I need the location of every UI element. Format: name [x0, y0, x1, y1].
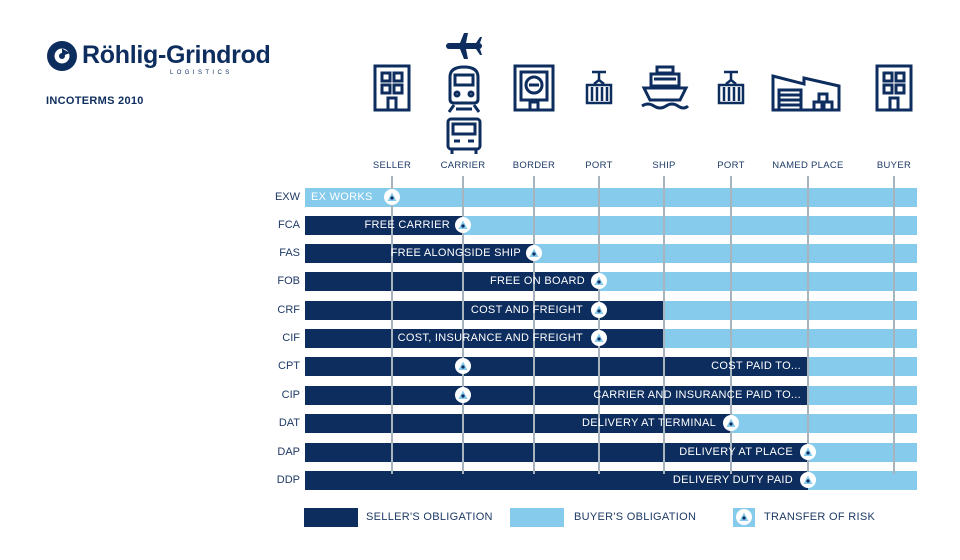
ship-icon — [641, 65, 690, 110]
location-label-seller: SELLER — [372, 160, 412, 171]
risk-marker-cif — [591, 330, 607, 346]
location-label-border: BORDER — [512, 160, 556, 171]
term-label-exw: EX WORKS — [311, 191, 373, 203]
transfer-of-risk-icon — [529, 248, 539, 257]
crane-container-icon — [717, 70, 745, 105]
row-code-cif: CIF — [282, 332, 300, 344]
seller-bar-ddp — [305, 471, 808, 490]
warehouse-icon — [771, 74, 841, 112]
term-label-cif: COST, INSURANCE AND FREIGHT — [397, 332, 583, 344]
seller-bar-cip — [305, 386, 808, 405]
logo-mark-icon — [47, 41, 77, 71]
term-label-fob: FREE ON BOARD — [490, 275, 585, 287]
row-code-fob: FOB — [277, 275, 300, 287]
risk-marker-fas — [526, 245, 542, 261]
transfer-of-risk-icon — [594, 305, 604, 314]
row-code-fca: FCA — [278, 219, 300, 231]
gridline-port — [598, 176, 600, 474]
gridline-port-destination — [730, 176, 732, 474]
buyer-bar-exw — [305, 188, 917, 207]
transfer-of-risk-icon — [594, 276, 604, 285]
train-icon — [447, 65, 481, 113]
legend-label-buyer: BUYER'S OBLIGATION — [574, 511, 697, 523]
transfer-of-risk-icon — [458, 361, 468, 370]
legend-label-seller: SELLER'S OBLIGATION — [366, 511, 493, 523]
transfer-of-risk-icon — [458, 220, 468, 229]
location-label-carrier: CARRIER — [440, 160, 486, 171]
transfer-of-risk-icon — [803, 447, 813, 456]
row-code-exw: EXW — [274, 191, 300, 203]
row-code-dat: DAT — [278, 417, 300, 429]
term-label-dat: DELIVERY AT TERMINAL — [582, 417, 716, 429]
crane-container-icon — [585, 70, 613, 105]
risk-marker-dat — [723, 415, 739, 431]
legend-swatch-seller — [304, 508, 358, 527]
term-label-dap: DELIVERY AT PLACE — [679, 446, 793, 458]
company-logo: Röhlig-Grindrod LOGISTICS — [46, 40, 316, 80]
row-code-crf: CRF — [277, 304, 300, 316]
transfer-of-risk-icon — [739, 512, 749, 521]
risk-marker-fca — [455, 217, 471, 233]
term-label-crf: COST AND FREIGHT — [470, 304, 583, 316]
risk-marker-cpt — [455, 358, 471, 374]
gridline-buyer — [893, 176, 895, 474]
brand-subtitle: LOGISTICS — [170, 70, 233, 76]
seller-bar-cpt — [305, 357, 808, 376]
location-label-buyer: BUYER — [876, 160, 912, 171]
gridline-border — [533, 176, 535, 474]
seller-bar-dap — [305, 443, 808, 462]
airplane-icon — [446, 33, 482, 59]
risk-marker-exw — [384, 189, 400, 205]
gridline-carrier — [462, 176, 464, 474]
location-label-ship: SHIP — [652, 160, 676, 171]
page-subtitle: INCOTERMS 2010 — [46, 95, 144, 107]
row-code-cip: CIP — [281, 389, 300, 401]
row-code-cpt: CPT — [278, 360, 300, 372]
gridline-seller — [391, 176, 393, 474]
seller-bar-fob — [305, 272, 599, 291]
location-label-named-place: NAMED PLACE — [772, 160, 844, 171]
row-code-fas: FAS — [279, 247, 300, 259]
building-icon — [373, 64, 411, 112]
term-label-fas: FREE ALONGSIDE SHIP — [390, 247, 521, 259]
term-label-ddp: DELIVERY DUTY PAID — [672, 474, 793, 486]
border-gate-icon — [513, 64, 555, 112]
location-label-port: PORT — [585, 160, 613, 171]
legend-risk-marker — [736, 509, 752, 525]
transfer-of-risk-icon — [803, 475, 813, 484]
transfer-of-risk-icon — [458, 390, 468, 399]
seller-bar-cif — [305, 329, 664, 348]
gridline-named-place — [807, 176, 809, 474]
risk-marker-dap — [800, 444, 816, 460]
brand-name: Röhlig-Grindrod — [82, 41, 271, 69]
risk-marker-crf — [591, 302, 607, 318]
seller-bar-crf — [305, 301, 664, 320]
risk-marker-fob — [591, 273, 607, 289]
transfer-of-risk-icon — [387, 192, 397, 201]
building-icon — [875, 64, 913, 112]
gridline-ship — [663, 176, 665, 474]
risk-marker-ddp — [800, 472, 816, 488]
seller-bar-fas — [305, 244, 534, 263]
seller-bar-dat — [305, 414, 731, 433]
term-label-fca: FREE CARRIER — [364, 219, 450, 231]
term-label-cpt: COST PAID TO... — [711, 360, 801, 372]
term-label-cip: CARRIER AND INSURANCE PAID TO... — [593, 389, 801, 401]
location-label-port-destination: PORT — [717, 160, 745, 171]
legend-swatch-buyer — [510, 508, 564, 527]
risk-marker-cip — [455, 387, 471, 403]
truck-icon — [446, 117, 482, 154]
seller-bar-fca — [305, 216, 463, 235]
row-code-ddp: DDP — [276, 474, 300, 486]
transfer-of-risk-icon — [594, 333, 604, 342]
legend-swatch-risk — [733, 508, 755, 527]
transfer-of-risk-icon — [726, 418, 736, 427]
legend-label-risk: TRANSFER OF RISK — [764, 511, 876, 523]
row-code-dap: DAP — [277, 446, 300, 458]
